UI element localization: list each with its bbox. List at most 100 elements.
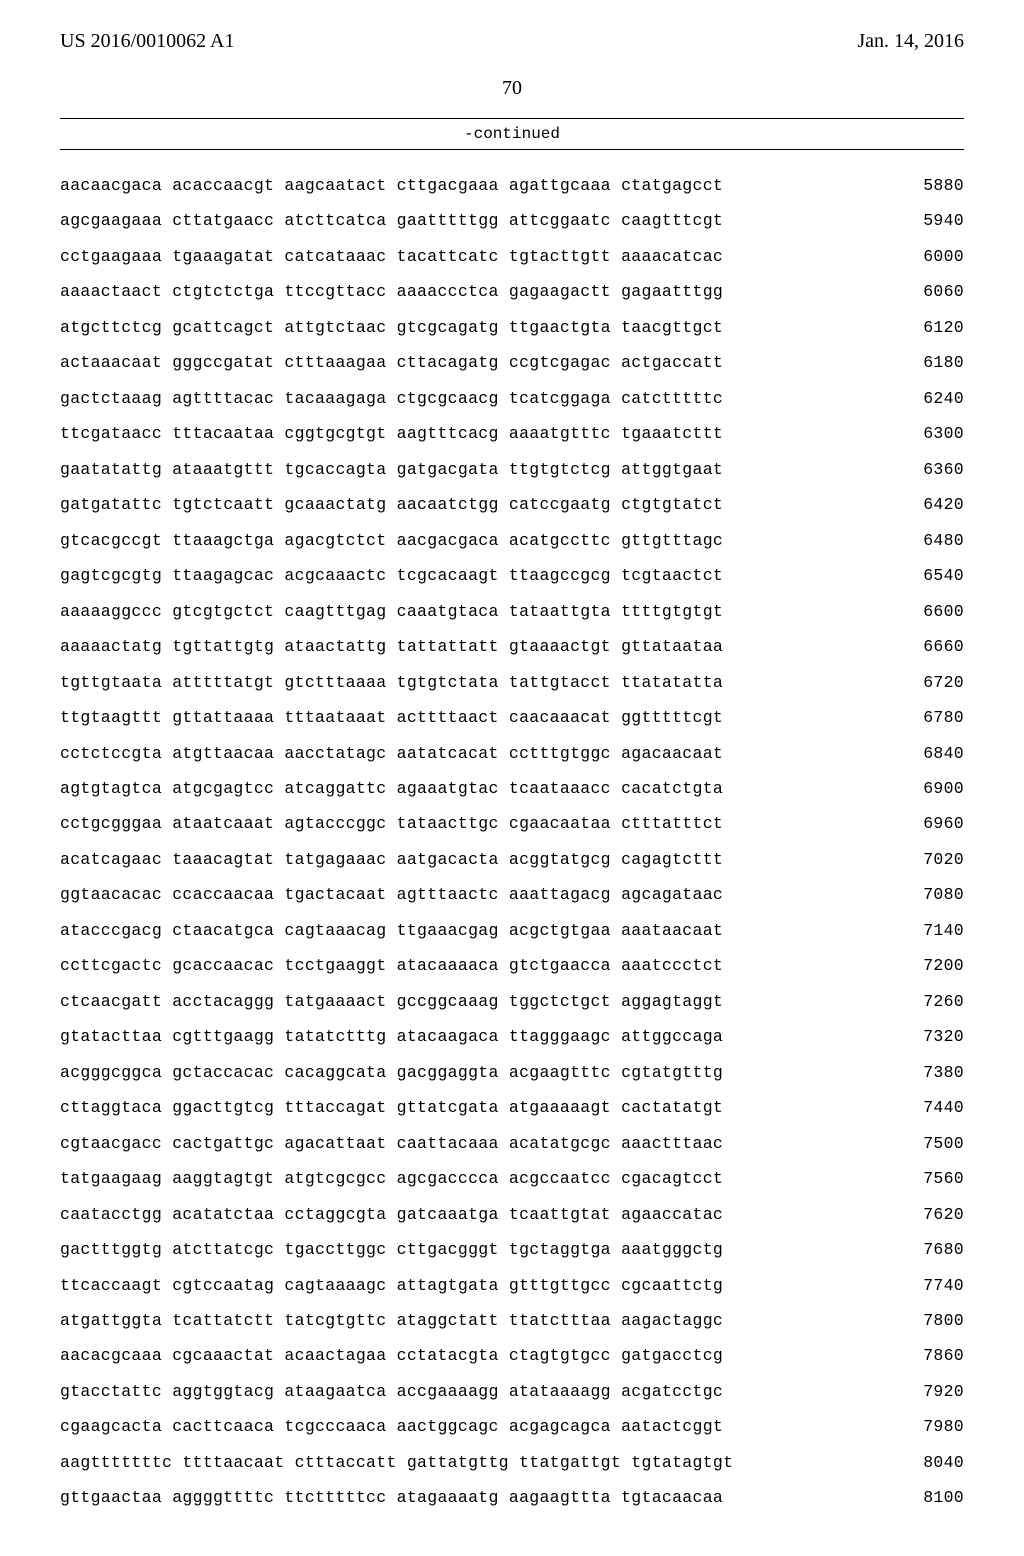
sequence-text: aaaactaact ctgtctctga ttccgttacc aaaaccc… xyxy=(60,274,723,309)
sequence-position: 7740 xyxy=(876,1268,964,1303)
sequence-text: atacccgacg ctaacatgca cagtaaacag ttgaaac… xyxy=(60,913,723,948)
sequence-text: gactttggtg atcttatcgc tgaccttggc cttgacg… xyxy=(60,1232,723,1267)
sequence-line: aacaacgaca acaccaacgt aagcaatact cttgacg… xyxy=(60,168,964,203)
sequence-position: 7440 xyxy=(876,1090,964,1125)
sequence-position: 7140 xyxy=(876,913,964,948)
sequence-line: gtacctattc aggtggtacg ataagaatca accgaaa… xyxy=(60,1374,964,1409)
sequence-position: 7920 xyxy=(876,1374,964,1409)
sequence-position: 6540 xyxy=(876,558,964,593)
top-rule xyxy=(60,118,964,119)
sequence-position: 7080 xyxy=(876,877,964,912)
sequence-position: 7380 xyxy=(876,1055,964,1090)
sequence-text: cgtaacgacc cactgattgc agacattaat caattac… xyxy=(60,1126,723,1161)
page-number: 70 xyxy=(60,77,964,100)
sequence-line: caatacctgg acatatctaa cctaggcgta gatcaaa… xyxy=(60,1197,964,1232)
sequence-line: acatcagaac taaacagtat tatgagaaac aatgaca… xyxy=(60,842,964,877)
sequence-position: 7320 xyxy=(876,1019,964,1054)
sequence-line: gactctaaag agttttacac tacaaagaga ctgcgca… xyxy=(60,381,964,416)
sequence-text: gagtcgcgtg ttaagagcac acgcaaactc tcgcaca… xyxy=(60,558,723,593)
sequence-text: aaaaaggccc gtcgtgctct caagtttgag caaatgt… xyxy=(60,594,723,629)
sequence-text: ttcaccaagt cgtccaatag cagtaaaagc attagtg… xyxy=(60,1268,723,1303)
sequence-line: gtcacgccgt ttaaagctga agacgtctct aacgacg… xyxy=(60,523,964,558)
sequence-text: caatacctgg acatatctaa cctaggcgta gatcaaa… xyxy=(60,1197,723,1232)
header-row: US 2016/0010062 A1 Jan. 14, 2016 xyxy=(60,30,964,53)
sequence-position: 8040 xyxy=(876,1445,964,1480)
sequence-position: 6780 xyxy=(876,700,964,735)
sequence-line: gatgatattc tgtctcaatt gcaaactatg aacaatc… xyxy=(60,487,964,522)
sequence-text: gtacctattc aggtggtacg ataagaatca accgaaa… xyxy=(60,1374,723,1409)
sequence-text: tatgaagaag aaggtagtgt atgtcgcgcc agcgacc… xyxy=(60,1161,723,1196)
sequence-text: actaaacaat gggccgatat ctttaaagaa cttacag… xyxy=(60,345,723,380)
sequence-position: 8100 xyxy=(876,1480,964,1515)
sequence-text: cctctccgta atgttaacaa aacctatagc aatatca… xyxy=(60,736,723,771)
sequence-line: atacccgacg ctaacatgca cagtaaacag ttgaaac… xyxy=(60,913,964,948)
sequence-text: acgggcggca gctaccacac cacaggcata gacggag… xyxy=(60,1055,723,1090)
sequence-position: 6960 xyxy=(876,806,964,841)
sequence-position: 5940 xyxy=(876,203,964,238)
publication-number: US 2016/0010062 A1 xyxy=(60,30,234,53)
sequence-line: cttaggtaca ggacttgtcg tttaccagat gttatcg… xyxy=(60,1090,964,1125)
sequence-text: cctgcgggaa ataatcaaat agtacccggc tataact… xyxy=(60,806,723,841)
sequence-text: aacaacgaca acaccaacgt aagcaatact cttgacg… xyxy=(60,168,723,203)
sequence-line: aagtttttttc ttttaacaat ctttaccatt gattat… xyxy=(60,1445,964,1480)
continued-label: -continued xyxy=(60,125,964,143)
sequence-text: ttcgataacc tttacaataa cggtgcgtgt aagtttc… xyxy=(60,416,723,451)
sequence-line: gttgaactaa aggggttttc ttctttttcc atagaaa… xyxy=(60,1480,964,1515)
sequence-position: 6420 xyxy=(876,487,964,522)
sequence-text: tgttgtaata atttttatgt gtctttaaaa tgtgtct… xyxy=(60,665,723,700)
sequence-position: 7800 xyxy=(876,1303,964,1338)
sequence-text: cctgaagaaa tgaaagatat catcataaac tacattc… xyxy=(60,239,723,274)
sequence-line: gactttggtg atcttatcgc tgaccttggc cttgacg… xyxy=(60,1232,964,1267)
sequence-line: ctcaacgatt acctacaggg tatgaaaact gccggca… xyxy=(60,984,964,1019)
sequence-position: 6300 xyxy=(876,416,964,451)
publication-date: Jan. 14, 2016 xyxy=(857,30,964,53)
sequence-line: cctctccgta atgttaacaa aacctatagc aatatca… xyxy=(60,736,964,771)
sequence-position: 6840 xyxy=(876,736,964,771)
sequence-text: ggtaacacac ccaccaacaa tgactacaat agtttaa… xyxy=(60,877,723,912)
sequence-position: 6360 xyxy=(876,452,964,487)
sequence-text: aagtttttttc ttttaacaat ctttaccatt gattat… xyxy=(60,1445,733,1480)
sequence-line: ttgtaagttt gttattaaaa tttaataaat actttta… xyxy=(60,700,964,735)
sequence-position: 6660 xyxy=(876,629,964,664)
sequence-line: actaaacaat gggccgatat ctttaaagaa cttacag… xyxy=(60,345,964,380)
sequence-position: 7620 xyxy=(876,1197,964,1232)
sequence-text: cgaagcacta cacttcaaca tcgcccaaca aactggc… xyxy=(60,1409,723,1444)
sequence-line: tgttgtaata atttttatgt gtctttaaaa tgtgtct… xyxy=(60,665,964,700)
sequence-line: ttcgataacc tttacaataa cggtgcgtgt aagtttc… xyxy=(60,416,964,451)
sequence-text: agcgaagaaa cttatgaacc atcttcatca gaatttt… xyxy=(60,203,723,238)
bottom-rule xyxy=(60,149,964,150)
sequence-line: cgaagcacta cacttcaaca tcgcccaaca aactggc… xyxy=(60,1409,964,1444)
sequence-position: 6900 xyxy=(876,771,964,806)
sequence-line: aacacgcaaa cgcaaactat acaactagaa cctatac… xyxy=(60,1338,964,1373)
sequence-line: aaaaactatg tgttattgtg ataactattg tattatt… xyxy=(60,629,964,664)
sequence-text: ctcaacgatt acctacaggg tatgaaaact gccggca… xyxy=(60,984,723,1019)
sequence-line: agcgaagaaa cttatgaacc atcttcatca gaatttt… xyxy=(60,203,964,238)
sequence-block: aacaacgaca acaccaacgt aagcaatact cttgacg… xyxy=(60,168,964,1516)
sequence-position: 7680 xyxy=(876,1232,964,1267)
sequence-position: 6120 xyxy=(876,310,964,345)
sequence-line: cctgaagaaa tgaaagatat catcataaac tacattc… xyxy=(60,239,964,274)
sequence-line: aaaactaact ctgtctctga ttccgttacc aaaaccc… xyxy=(60,274,964,309)
sequence-position: 7500 xyxy=(876,1126,964,1161)
sequence-line: cctgcgggaa ataatcaaat agtacccggc tataact… xyxy=(60,806,964,841)
sequence-position: 6720 xyxy=(876,665,964,700)
sequence-line: agtgtagtca atgcgagtcc atcaggattc agaaatg… xyxy=(60,771,964,806)
page-root: US 2016/0010062 A1 Jan. 14, 2016 70 -con… xyxy=(0,0,1024,1556)
sequence-position: 7260 xyxy=(876,984,964,1019)
sequence-line: atgattggta tcattatctt tatcgtgttc ataggct… xyxy=(60,1303,964,1338)
sequence-text: atgattggta tcattatctt tatcgtgttc ataggct… xyxy=(60,1303,723,1338)
sequence-line: tatgaagaag aaggtagtgt atgtcgcgcc agcgacc… xyxy=(60,1161,964,1196)
sequence-position: 6180 xyxy=(876,345,964,380)
sequence-position: 5880 xyxy=(876,168,964,203)
sequence-position: 7860 xyxy=(876,1338,964,1373)
sequence-text: gaatatattg ataaatgttt tgcaccagta gatgacg… xyxy=(60,452,723,487)
sequence-line: gagtcgcgtg ttaagagcac acgcaaactc tcgcaca… xyxy=(60,558,964,593)
sequence-position: 6000 xyxy=(876,239,964,274)
sequence-text: gtatacttaa cgtttgaagg tatatctttg atacaag… xyxy=(60,1019,723,1054)
sequence-line: ggtaacacac ccaccaacaa tgactacaat agtttaa… xyxy=(60,877,964,912)
sequence-line: atgcttctcg gcattcagct attgtctaac gtcgcag… xyxy=(60,310,964,345)
sequence-position: 7980 xyxy=(876,1409,964,1444)
sequence-line: aaaaaggccc gtcgtgctct caagtttgag caaatgt… xyxy=(60,594,964,629)
sequence-line: gtatacttaa cgtttgaagg tatatctttg atacaag… xyxy=(60,1019,964,1054)
sequence-text: gtcacgccgt ttaaagctga agacgtctct aacgacg… xyxy=(60,523,723,558)
